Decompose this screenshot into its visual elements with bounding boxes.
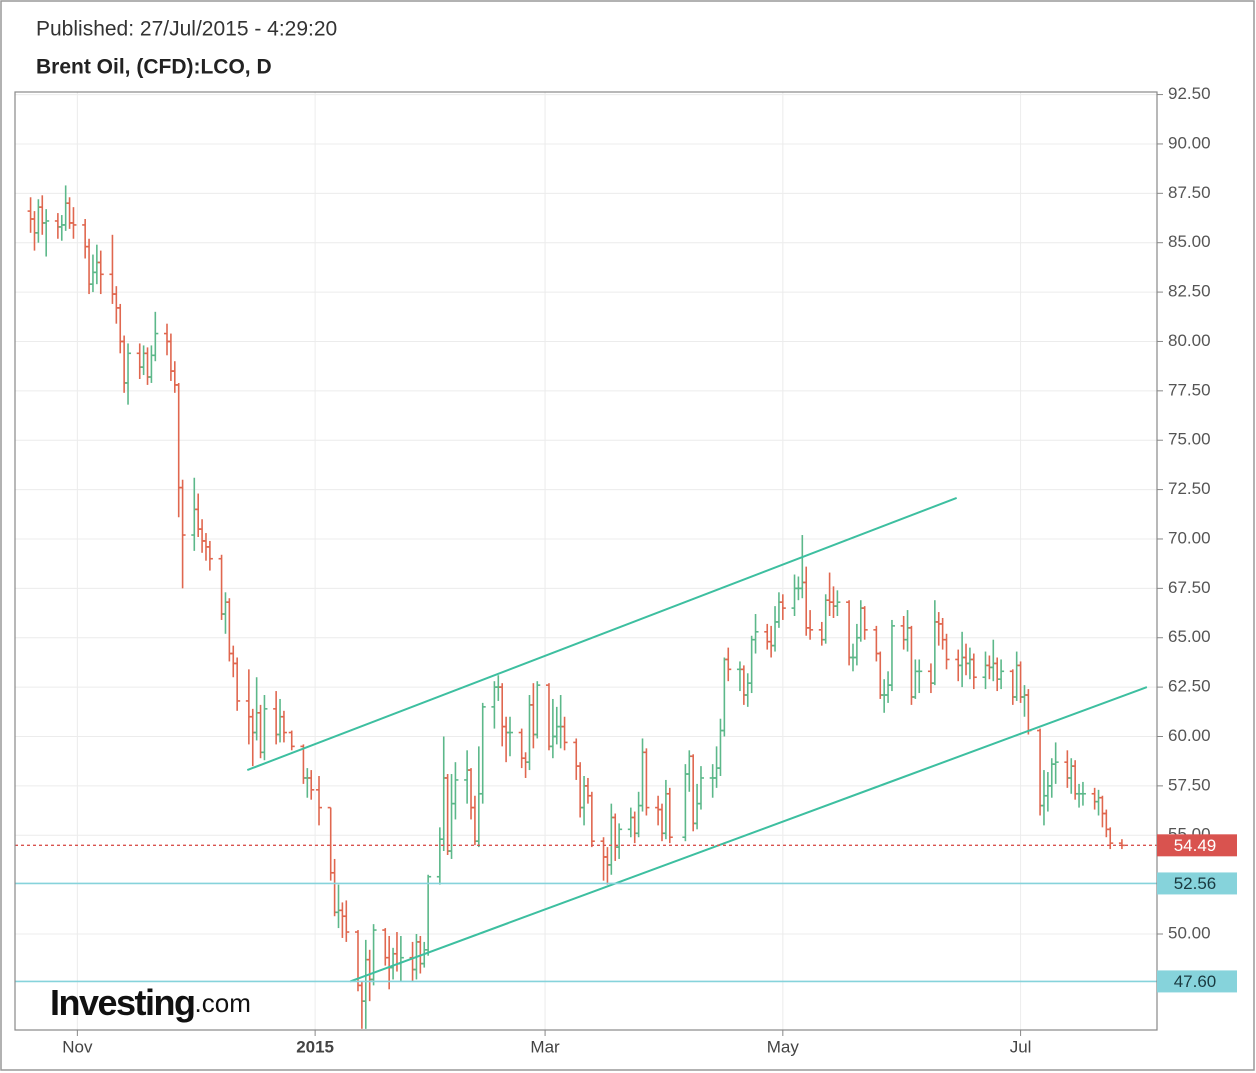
x-tick-label: 2015 [296,1037,334,1056]
y-tick-label: 50.00 [1168,923,1211,942]
y-tick-label: 72.50 [1168,479,1211,498]
logo-brand-text: Investing [50,982,195,1023]
logo-brand: Investing.com [50,982,251,1023]
y-tick-label: 77.50 [1168,380,1211,399]
plot-border [14,91,1158,1031]
y-tick-label: 82.50 [1168,282,1211,301]
y-tick-label: 90.00 [1168,133,1211,152]
x-tick-label: Nov [62,1037,93,1056]
y-tick-label: 92.50 [1168,84,1211,103]
y-tick-label: 75.00 [1168,430,1211,449]
chart-title: Brent Oil, (CFD):LCO, D [36,56,272,79]
y-tick-label: 67.50 [1168,578,1211,597]
price-label: 54.49 [1174,836,1217,855]
price-label-box [1157,834,1237,857]
trendline [246,496,958,772]
trendline [349,686,1148,983]
logo-suffix: .com [195,988,251,1018]
y-tick-label: 57.50 [1168,775,1211,794]
x-tick-label: Mar [530,1037,560,1056]
y-tick-label: 85.00 [1168,232,1211,251]
price-label: 52.56 [1174,874,1217,893]
price-label-box [1157,970,1237,993]
plot-area [15,185,1157,1029]
x-tick-label: May [767,1037,800,1056]
price-label-box [1157,872,1237,895]
y-tick-label: 87.50 [1168,183,1211,202]
y-tick-label: 60.00 [1168,726,1211,745]
x-tick-label: Jul [1010,1037,1032,1056]
axes: 50.0055.0057.5060.0062.5065.0067.5070.00… [14,84,1237,1056]
y-tick-label: 62.50 [1168,677,1211,696]
price-label: 47.60 [1174,972,1217,991]
grid [15,92,1157,1030]
y-tick-label: 65.00 [1168,627,1211,646]
y-tick-label: 80.00 [1168,331,1211,350]
y-tick-label: 70.00 [1168,528,1211,547]
published: Published: 27/Jul/2015 - 4:29:20 [36,18,337,41]
